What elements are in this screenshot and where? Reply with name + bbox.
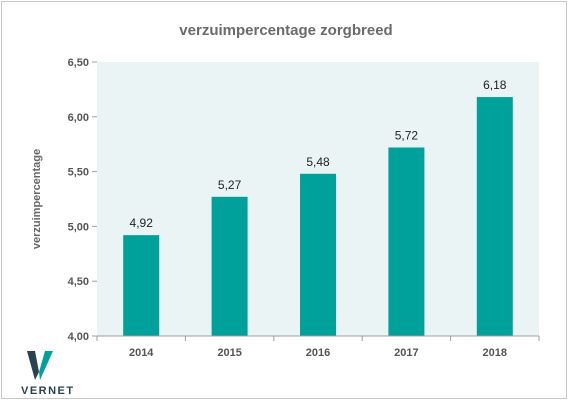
x-tick-label: 2014: [129, 347, 154, 359]
y-tick-label: 4,00: [68, 331, 89, 343]
bar-2014: [123, 235, 160, 336]
y-tick-label: 6,50: [68, 57, 89, 69]
bar-2016: [300, 173, 336, 336]
data-label-2015: 5,27: [218, 178, 242, 192]
bar-2018: [476, 97, 513, 337]
x-tick-label: 2018: [483, 347, 507, 359]
x-axis-ticks: 2014 2015 2016 2017 2018: [96, 336, 540, 359]
data-label-2018: 6,18: [483, 78, 507, 92]
bar-2017: [388, 147, 425, 336]
x-tick-label: 2017: [394, 347, 418, 359]
y-tick-label: 6,00: [68, 112, 89, 124]
logo-mark-dark: [27, 351, 39, 380]
bar-2015: [211, 196, 248, 336]
chart-title: verzuimpercentage zorgbreed: [179, 22, 392, 39]
x-tick-label: 2015: [217, 347, 241, 359]
data-label-2014: 4,92: [130, 216, 154, 230]
y-tick-label: 5,00: [68, 221, 89, 233]
vernet-logo: VERNET: [21, 351, 75, 397]
y-tick-label: 4,50: [68, 276, 89, 288]
y-axis-label: verzuimpercentage: [31, 149, 43, 249]
bars: [123, 97, 513, 337]
data-label-2016: 5,48: [306, 155, 330, 169]
data-label-2017: 5,72: [395, 128, 419, 142]
data-labels: 4,92 5,27 5,48 5,72 6,18: [130, 78, 507, 230]
logo-text: VERNET: [21, 385, 75, 397]
y-axis-ticks: 4,00 4,50 5,00 5,50 6,00 6,50: [68, 57, 97, 343]
x-tick-label: 2016: [306, 347, 330, 359]
logo-mark-teal: [39, 351, 53, 380]
y-tick-label: 5,50: [68, 167, 89, 179]
